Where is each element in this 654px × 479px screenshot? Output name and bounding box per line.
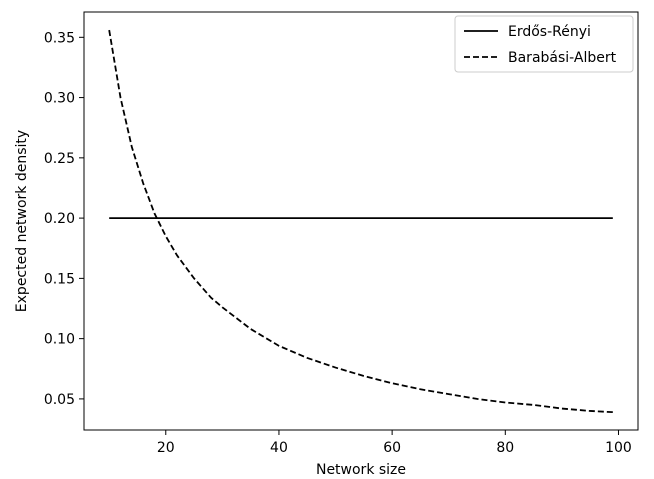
x-tick-label: 20 xyxy=(157,440,175,456)
legend-label-erdos-renyi: Erdős-Rényi xyxy=(508,24,591,40)
y-tick-label: 0.05 xyxy=(44,392,75,408)
x-axis: 20 40 60 80 100 xyxy=(157,430,632,456)
y-tick-label: 0.15 xyxy=(44,271,75,287)
x-tick-label: 100 xyxy=(605,440,632,456)
y-tick-label: 0.10 xyxy=(44,332,75,348)
x-tick-label: 40 xyxy=(270,440,288,456)
series-layer xyxy=(108,29,613,414)
plot-frame xyxy=(83,11,639,431)
x-tick-label: 80 xyxy=(496,440,514,456)
y-tick-label: 0.30 xyxy=(44,91,75,107)
y-tick-label: 0.25 xyxy=(44,151,75,167)
legend-box xyxy=(454,15,634,73)
y-axis-label: Expected network density xyxy=(14,130,30,312)
x-tick-label: 60 xyxy=(383,440,401,456)
series-line-barabasi-albert xyxy=(108,29,613,414)
y-tick-label: 0.20 xyxy=(44,211,75,227)
legend: Erdős-Rényi Barabási-Albert xyxy=(454,15,634,73)
x-axis-label: Network size xyxy=(316,462,406,478)
y-tick-label: 0.35 xyxy=(44,30,75,46)
y-axis: 0.05 0.10 0.15 0.20 0.25 0.30 0.35 xyxy=(44,30,84,408)
legend-label-barabasi-albert: Barabási-Albert xyxy=(508,50,617,66)
